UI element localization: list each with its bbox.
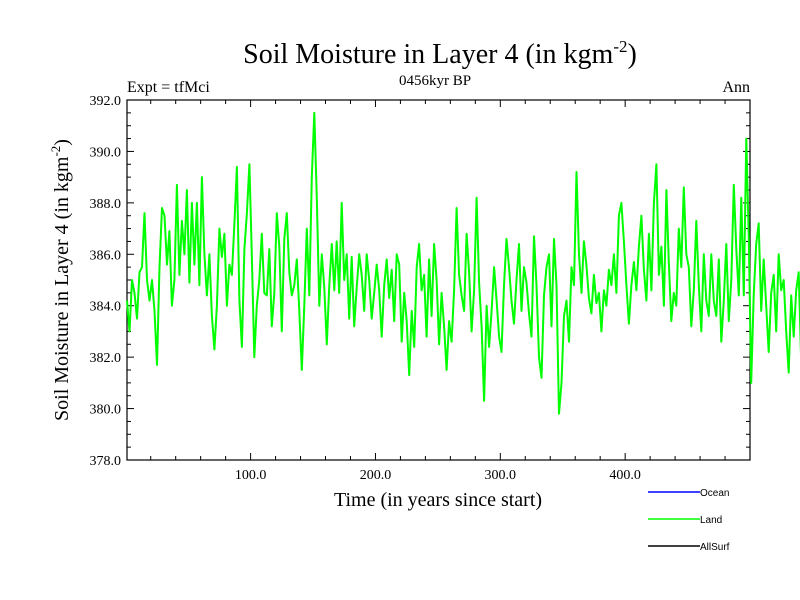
y-tick-label: 386.0 xyxy=(90,248,122,263)
y-axis-ticks: 378.0 380.0 382.0 384.0 386.0 388.0 390.0 392.0 xyxy=(90,94,750,469)
y-tick-label: 380.0 xyxy=(90,403,122,418)
y-tick-label: 390.0 xyxy=(90,145,122,160)
x-axis-label: Time (in years since start) xyxy=(334,489,542,511)
y-tick-label: 382.0 xyxy=(90,351,122,366)
y-tick-label: 384.0 xyxy=(90,300,122,315)
x-tick-label: 300.0 xyxy=(485,468,517,483)
legend-label-allsurf: AllSurf xyxy=(700,542,730,553)
x-tick-label: 100.0 xyxy=(235,468,267,483)
legend-label-ocean: Ocean xyxy=(700,488,729,499)
y-axis-label: Soil Moisture in Layer 4 (in kgm-2) xyxy=(48,139,73,421)
chart-subtitle: 0456kyr BP xyxy=(399,73,471,89)
y-tick-label: 392.0 xyxy=(90,94,122,109)
chart-title: Soil Moisture in Layer 4 (in kgm-2) xyxy=(243,37,637,70)
season-label: Ann xyxy=(722,79,750,96)
legend: Ocean Land AllSurf xyxy=(648,488,730,553)
series-line-land xyxy=(126,111,800,415)
experiment-label: Expt = tfMci xyxy=(127,79,210,96)
plot-frame xyxy=(126,99,751,461)
x-tick-label: 400.0 xyxy=(609,468,641,483)
x-tick-label: 200.0 xyxy=(360,468,392,483)
y-tick-label: 378.0 xyxy=(90,454,122,469)
x-axis-ticks: 100.0 200.0 300.0 400.0 xyxy=(150,100,726,483)
y-tick-label: 388.0 xyxy=(90,197,122,212)
legend-label-land: Land xyxy=(700,515,722,526)
